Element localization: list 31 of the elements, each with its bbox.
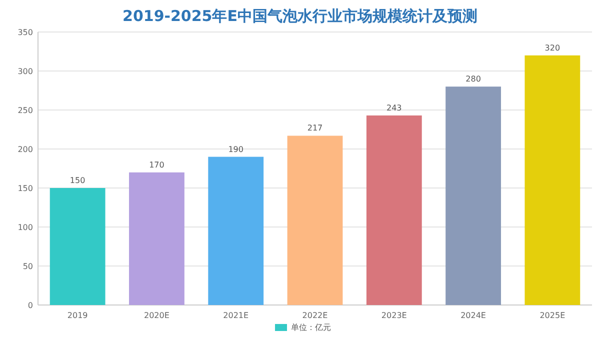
bar — [50, 188, 106, 305]
y-tick-label: 150 — [18, 184, 33, 193]
bar — [129, 172, 184, 305]
x-tick-label: 2025E — [540, 311, 566, 320]
y-tick-label: 250 — [18, 106, 33, 115]
chart-title: 2019-2025年E中国气泡水行业市场规模统计及预测 — [122, 7, 478, 25]
bar — [208, 156, 264, 305]
x-tick-label: 2019 — [67, 311, 88, 320]
y-tick-label: 100 — [18, 223, 33, 232]
y-tick-label: 300 — [18, 67, 33, 76]
y-tick-label: 200 — [18, 145, 33, 154]
data-label: 243 — [386, 103, 402, 112]
y-tick-label: 350 — [18, 28, 33, 37]
y-tick-label: 0 — [28, 301, 33, 310]
bar — [524, 55, 580, 305]
x-tick-label: 2024E — [460, 311, 486, 320]
data-label: 150 — [70, 176, 86, 185]
x-tick-label: 2022E — [302, 311, 328, 320]
y-tick-label: 50 — [22, 262, 33, 271]
data-label: 320 — [544, 43, 560, 52]
x-tick-label: 2023E — [381, 311, 407, 320]
data-label: 280 — [466, 74, 481, 84]
bar — [366, 115, 422, 305]
bar — [446, 86, 501, 305]
bar — [287, 136, 343, 305]
data-label: 217 — [307, 124, 323, 133]
x-tick-label: 2020E — [144, 311, 170, 320]
legend-label: 单位：亿元 — [291, 323, 331, 332]
data-label: 190 — [228, 144, 244, 154]
data-label: 170 — [149, 160, 164, 170]
x-tick-label: 2021E — [223, 311, 249, 320]
